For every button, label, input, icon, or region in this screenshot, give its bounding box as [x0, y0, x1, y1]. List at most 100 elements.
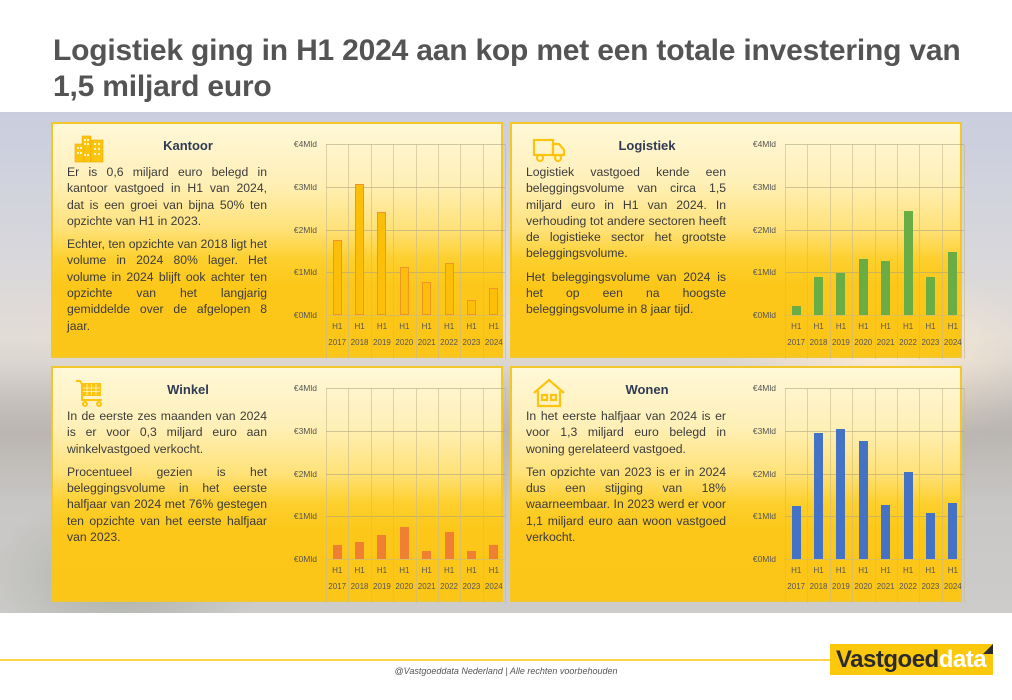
bar	[881, 261, 891, 315]
y-axis-tick-label: €4Mld	[752, 139, 776, 149]
paragraph: Echter, ten opzichte van 2018 ligt het v…	[67, 237, 267, 333]
gridline	[941, 144, 943, 359]
y-axis-tick-label: €2Mld	[293, 468, 317, 479]
x-axis-tick-label: H1 2020	[854, 566, 873, 591]
y-axis-tick-label: €4Mld	[752, 383, 776, 393]
x-axis-tick-label: H1 2024	[943, 566, 962, 591]
gridline	[393, 388, 395, 603]
paragraph: Procentueel gezien is het beleggingsvolu…	[67, 464, 267, 545]
y-axis-tick-label: €0Mld	[752, 554, 776, 564]
y-axis-tick-label: €0Mld	[752, 310, 776, 320]
plot-area: H1 2017 H1 2018 H1 2019 H1 2020 H1 2021 H1 2022 H1 20…	[326, 388, 506, 603]
bar	[466, 300, 476, 315]
plot-area: H1 2017 H1 2018 H1 2019 H1 2020 H1 2021 H1 2022 H1 20…	[785, 388, 965, 603]
bar	[881, 504, 891, 559]
paragraph: In de eerste zes maanden van 2024 is er …	[67, 409, 267, 456]
bar	[791, 505, 801, 559]
gridline	[348, 144, 350, 359]
x-axis-tick-label: H1 2023	[462, 566, 481, 591]
gridline	[370, 144, 372, 359]
gridline	[874, 388, 876, 603]
y-axis-tick-label: €4Mld	[293, 383, 317, 393]
x-axis-tick-label: H1 2017	[787, 322, 806, 347]
shopping-cart-icon	[73, 378, 107, 408]
x-axis-tick-label: H1 2024	[484, 322, 503, 347]
bar	[791, 305, 801, 315]
y-axis-tick-label: €0Mld	[293, 310, 317, 320]
gridline	[919, 144, 921, 359]
logo-text-part1: Vastgoed	[836, 646, 939, 673]
gridline	[919, 388, 921, 603]
bar	[925, 276, 935, 315]
bar	[925, 513, 935, 559]
panel-logistiek: Logistiek Logistiek vastgoed kende een b…	[510, 122, 965, 359]
bar	[948, 503, 958, 559]
x-axis-tick-label: H1 2021	[876, 322, 895, 347]
panel-title: Winkel	[167, 382, 209, 397]
plot-area: H1 2017 H1 2018 H1 2019 H1 2020 H1 2021 H1 2022 H1 20…	[785, 144, 965, 359]
bar	[355, 541, 365, 559]
panel-title: Wonen	[625, 382, 669, 397]
panel-kantoor: Kantoor Er is 0,6 miljard euro belegd in…	[51, 122, 506, 359]
y-axis-tick-label: €3Mld	[293, 181, 317, 192]
bar	[948, 252, 958, 315]
x-axis-tick-label: H1 2019	[373, 322, 391, 347]
paragraph: Logistiek vastgoed kende een beleggingsv…	[526, 165, 726, 261]
truck-icon	[532, 134, 566, 164]
bar	[377, 535, 387, 559]
gridline	[437, 144, 439, 359]
gridline	[964, 388, 965, 603]
gridline	[482, 144, 484, 359]
x-axis-tick-label: H1 2022	[440, 322, 458, 347]
x-axis-tick-label: H1 2020	[395, 566, 414, 591]
bar	[489, 545, 499, 559]
y-axis-tick-label: €3Mld	[752, 181, 776, 192]
gridline	[326, 388, 327, 603]
panel-description: Logistiek vastgoed kende een beleggingsv…	[526, 164, 726, 325]
y-axis-tick-label: €2Mld	[752, 468, 776, 479]
panel-description: In het eerste halfjaar van 2024 is er vo…	[526, 408, 726, 552]
bar-chart-winkel: €0Mld €1Mld €2Mld €3Mld €4Mld H1 2017 H1 2018 H1 2…	[279, 368, 506, 603]
gridline	[785, 144, 786, 359]
x-axis-tick-label: H1 2023	[921, 322, 940, 347]
x-axis-tick-label: H1 2018	[350, 566, 369, 591]
bar	[332, 239, 342, 315]
x-axis-tick-label: H1 2018	[809, 322, 828, 347]
y-axis-tick-label: €4Mld	[293, 139, 317, 149]
x-axis-tick-label: H1 2017	[787, 566, 806, 591]
bar	[858, 259, 868, 315]
panel-wonen: Wonen In het eerste halfjaar van 2024 is…	[510, 366, 965, 603]
bar	[903, 210, 913, 315]
x-axis-tick-label: H1 2020	[395, 322, 414, 347]
gridline	[941, 388, 943, 603]
x-axis-tick-label: H1 2017	[328, 322, 347, 347]
gridline	[437, 388, 439, 603]
bar	[422, 551, 432, 559]
gridline	[505, 144, 506, 359]
y-axis-tick-label: €2Mld	[752, 224, 776, 235]
bar	[444, 262, 454, 315]
panel-description: Er is 0,6 miljard euro belegd in kantoor…	[67, 164, 267, 341]
paragraph: In het eerste halfjaar van 2024 is er vo…	[526, 409, 726, 456]
logo-text-part2: data	[938, 646, 987, 673]
gridline	[829, 388, 831, 603]
gridline	[415, 144, 417, 359]
x-axis-tick-label: H1 2022	[899, 322, 917, 347]
x-axis-tick-label: H1 2022	[440, 566, 458, 591]
gridline	[807, 144, 809, 359]
x-axis-tick-label: H1 2017	[328, 566, 347, 591]
bar	[355, 183, 365, 315]
panel-winkel: Winkel In de eerste zes maanden van 2024…	[51, 366, 506, 603]
bar	[399, 267, 409, 315]
gridline	[370, 388, 372, 603]
bar	[858, 441, 868, 559]
logo-corner-triangle	[983, 644, 993, 654]
plot-area: H1 2017 H1 2018 H1 2019 H1 2020 H1 2021 H1 2022 H1 20…	[326, 144, 506, 359]
copyright-text: @Vastgoeddata Nederland | Alle rechten v…	[394, 666, 618, 676]
bar	[903, 472, 913, 559]
bar	[399, 527, 409, 559]
x-axis-tick-label: H1 2021	[417, 322, 436, 347]
y-axis-tick-label: €1Mld	[752, 267, 776, 278]
gridline	[807, 388, 809, 603]
gridline	[874, 144, 876, 359]
